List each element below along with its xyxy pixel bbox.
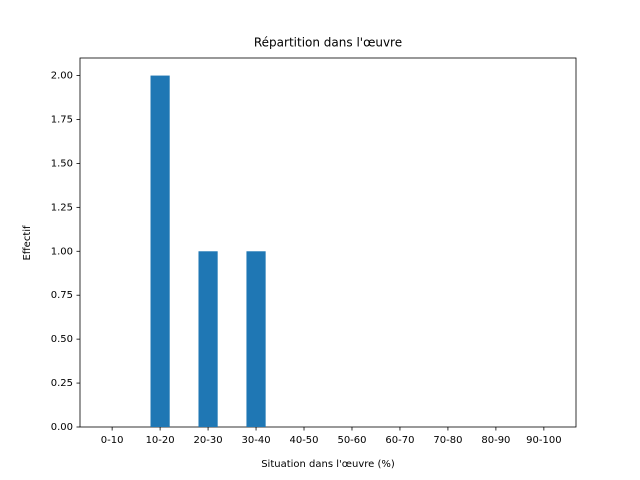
x-tick-label: 40-50 [289, 435, 318, 446]
x-tick-label: 80-90 [481, 435, 510, 446]
y-axis-label: Effectif [22, 225, 33, 261]
x-tick-label: 30-40 [242, 435, 271, 446]
x-tick-label: 50-60 [337, 435, 366, 446]
y-tick-label: 0.00 [51, 422, 73, 433]
bar [198, 251, 218, 427]
y-tick-label: 1.50 [51, 158, 73, 169]
axes-frame [79, 57, 577, 428]
x-tick-label: 10-20 [146, 435, 175, 446]
y-tick-label: 0.75 [51, 290, 73, 301]
y-tick-label: 2.00 [51, 71, 73, 82]
y-tick-label: 1.00 [51, 246, 73, 257]
x-tick-label: 60-70 [385, 435, 414, 446]
y-tick-label: 1.75 [51, 115, 73, 126]
bar [246, 251, 266, 427]
y-tick-label: 1.25 [51, 202, 73, 213]
y-tick-label: 0.50 [51, 334, 73, 345]
x-tick-label: 70-80 [433, 435, 462, 446]
x-tick-label: 90-100 [526, 435, 561, 446]
x-tick-label: 20-30 [194, 435, 223, 446]
chart-title: Répartition dans l'œuvre [254, 36, 402, 50]
x-tick-label: 0-10 [101, 435, 124, 446]
bar [150, 75, 170, 428]
x-axis-label: Situation dans l'œuvre (%) [261, 459, 395, 470]
y-tick-label: 0.25 [51, 378, 73, 389]
